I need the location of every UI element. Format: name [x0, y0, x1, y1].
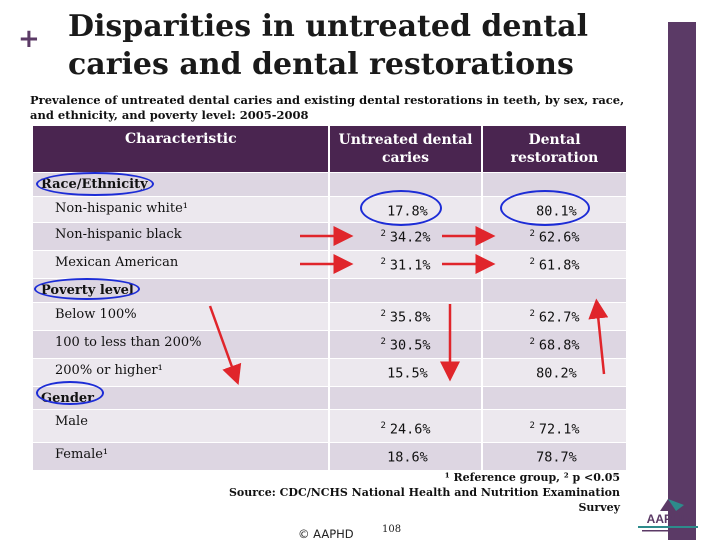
header-untreated-line-2: caries — [381, 150, 430, 166]
table-row: Female¹ 18.6% 78.7% — [33, 443, 626, 471]
row-label: Male — [33, 410, 330, 442]
header-untreated-caries: Untreated dental caries — [330, 126, 483, 172]
table-row: 200% or higher¹ 15.5% 80.2% — [33, 359, 626, 387]
restoration-value: 80.2% — [536, 365, 577, 382]
table-header-row: Characteristic Untreated dental caries D… — [33, 126, 626, 173]
section-row-race-ethnicity: Race/Ethnicity — [33, 173, 626, 197]
table-row: Below 100% 2 35.8% 2 62.7% — [33, 303, 626, 331]
row-label: Non-hispanic white¹ — [33, 197, 330, 222]
aaphd-logo: AAPHD — [638, 499, 698, 532]
footnote-source: Source: CDC/NCHS National Health and Nut… — [228, 486, 620, 514]
disparities-table: Characteristic Untreated dental caries D… — [33, 126, 626, 471]
row-label: Female¹ — [33, 443, 330, 470]
page-number: 108 — [382, 524, 402, 535]
slide-title: Disparities in untreated dental caries a… — [68, 8, 628, 84]
untreated-value: 2 30.5% — [330, 331, 483, 358]
plus-icon: + — [18, 24, 40, 54]
untreated-value: 2 24.6% — [330, 410, 483, 442]
untreated-value: 2 35.8% — [330, 303, 483, 330]
row-label: Mexican American — [33, 251, 330, 278]
table-footnote: ¹ Reference group, ² p <0.05 Source: CDC… — [200, 470, 620, 515]
header-restoration-line-2: restoration — [510, 150, 599, 166]
row-label: 100 to less than 200% — [33, 331, 330, 358]
row-label: Non-hispanic black — [33, 223, 330, 250]
restoration-value: 2 68.8% — [529, 337, 580, 354]
untreated-value: 2 31.1% — [330, 251, 483, 278]
table-caption: Prevalence of untreated dental caries an… — [30, 93, 625, 122]
header-characteristic: Characteristic — [33, 126, 330, 172]
table-row: Mexican American 2 31.1% 2 61.8% — [33, 251, 626, 279]
accent-bar — [668, 22, 696, 540]
table-row: Male 2 24.6% 2 72.1% — [33, 410, 626, 443]
untreated-value: 18.6% — [330, 443, 483, 470]
table-row: 100 to less than 200% 2 30.5% 2 68.8% — [33, 331, 626, 359]
restoration-value: 78.7% — [536, 449, 577, 466]
table-row: Non-hispanic black 2 34.2% 2 62.6% — [33, 223, 626, 251]
header-untreated-line-1: Untreated dental — [338, 132, 473, 148]
header-restoration-line-1: Dental — [528, 132, 581, 148]
untreated-value: 15.5% — [330, 359, 483, 386]
section-label: Race/Ethnicity — [33, 173, 330, 196]
restoration-value: 2 72.1% — [529, 421, 580, 438]
header-dental-restoration: Dental restoration — [483, 126, 626, 172]
table-row: Non-hispanic white¹ 17.8% 80.1% — [33, 197, 626, 223]
section-row-poverty-level: Poverty level — [33, 279, 626, 303]
restoration-value: 2 61.8% — [529, 257, 580, 274]
restoration-value: 2 62.7% — [529, 309, 580, 326]
restoration-value: 80.1% — [536, 203, 577, 220]
title-line-1: Disparities in untreated dental — [68, 9, 588, 44]
section-row-gender: Gender — [33, 387, 626, 410]
section-label: Gender — [33, 387, 330, 409]
svg-text:AAPHD: AAPHD — [647, 512, 690, 526]
restoration-value: 2 62.6% — [529, 229, 580, 246]
section-label: Poverty level — [33, 279, 330, 302]
row-label: Below 100% — [33, 303, 330, 330]
untreated-value: 2 34.2% — [330, 223, 483, 250]
row-label: 200% or higher¹ — [33, 359, 330, 386]
footnote-reference: ¹ Reference group, ² p <0.05 — [444, 471, 620, 484]
title-line-2: caries and dental restorations — [68, 47, 574, 82]
copyright-text: © AAPHD — [298, 527, 354, 541]
untreated-value: 17.8% — [330, 197, 483, 222]
